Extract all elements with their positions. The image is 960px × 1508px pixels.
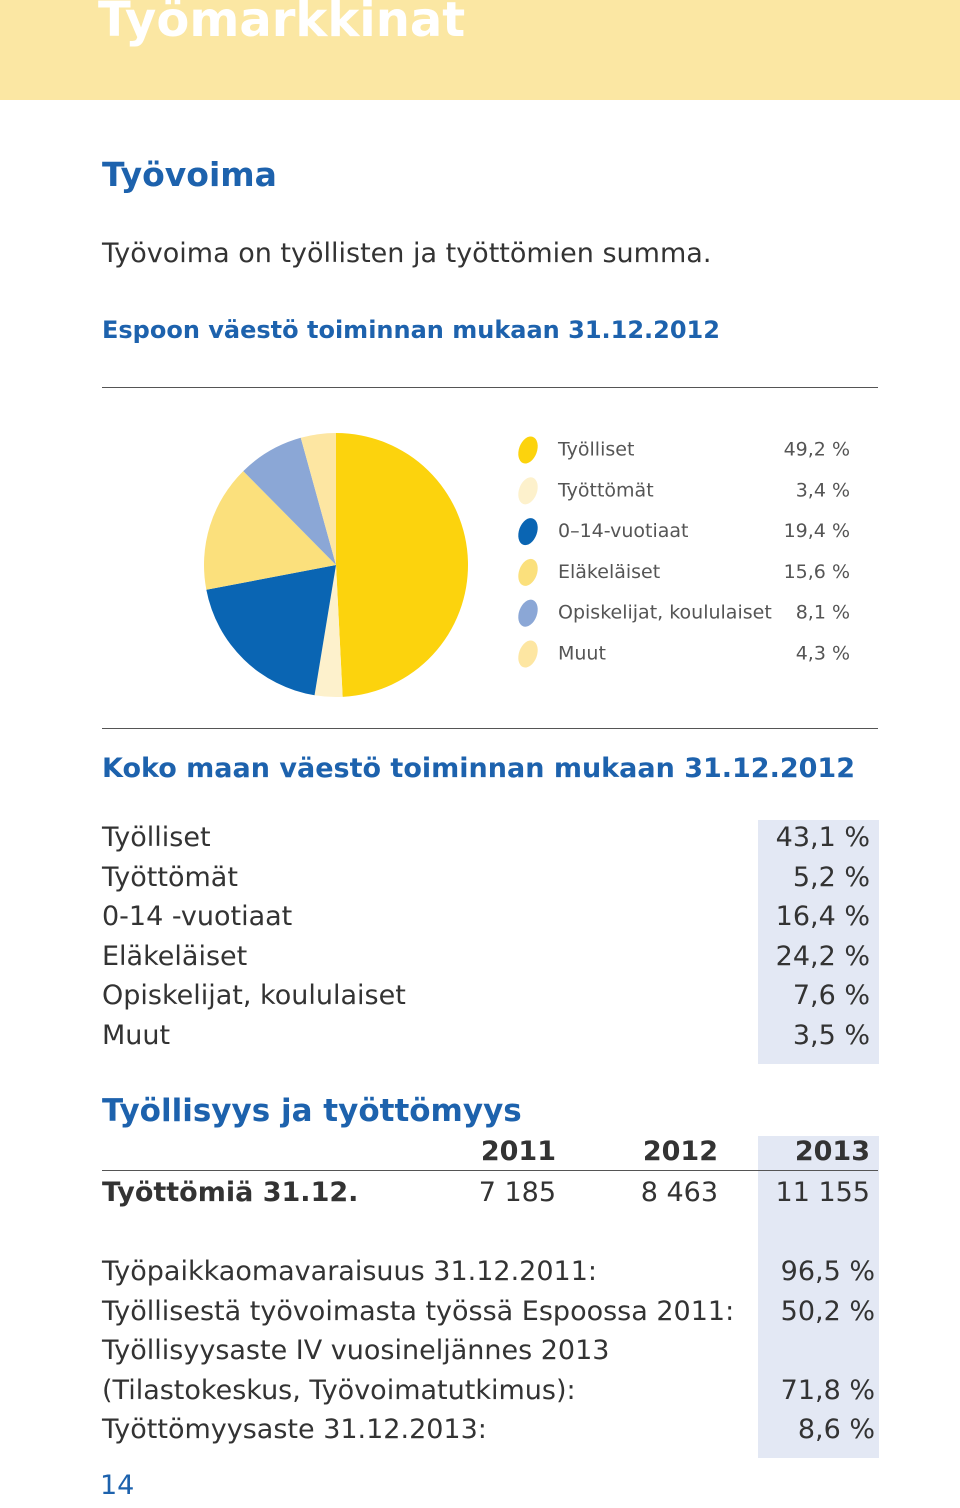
- stat-value: 8,6 %: [797, 1414, 875, 1445]
- legend-icon: [518, 436, 538, 464]
- row-value: 5,2 %: [792, 861, 870, 893]
- pie-chart: Työlliset 49,2 % Työttömät 3,4 % 0–14-vuotia…: [204, 433, 850, 697]
- row-value: 16,4 %: [775, 901, 870, 932]
- legend-icon: [518, 518, 538, 546]
- stat-label: Työllisestä työvoimasta työssä Espoossa …: [102, 1295, 735, 1327]
- legend-label: Työlliset: [557, 439, 634, 461]
- section-heading: Työvoima: [102, 155, 277, 194]
- value-label: 19,4 %: [784, 520, 850, 542]
- column-header: 2011: [480, 1136, 556, 1167]
- column-header: 2012: [642, 1136, 718, 1167]
- value-label: 8,1 %: [796, 602, 850, 624]
- rule: [102, 1170, 878, 1171]
- shade: [758, 1136, 879, 1458]
- legend-icon: [518, 640, 538, 668]
- value-label: 3,4 %: [796, 479, 850, 501]
- legend-label: Työttömät: [557, 479, 654, 501]
- row-label: Työttömiä 31.12.: [102, 1177, 359, 1208]
- pie-slice: [204, 471, 336, 590]
- legend-icon: [518, 477, 538, 505]
- value-label: 15,6 %: [784, 561, 850, 583]
- page-number: 14: [100, 1470, 135, 1501]
- legend-label: Muut: [558, 643, 606, 665]
- rule: [102, 387, 878, 388]
- row-label: Opiskelijat, koululaiset: [102, 980, 406, 1011]
- rule: [102, 728, 878, 729]
- value-label: 4,3 %: [796, 643, 850, 665]
- cell: 8 463: [640, 1177, 718, 1208]
- banner: [0, 0, 960, 100]
- pie-slice: [314, 565, 343, 697]
- shade: [758, 820, 879, 1064]
- legend-label: 0–14-vuotiaat: [558, 520, 689, 542]
- cell: 11 155: [775, 1177, 870, 1208]
- row-label: Eläkeläiset: [102, 940, 248, 972]
- value-label: 49,2 %: [784, 439, 850, 461]
- row-value: 3,5 %: [792, 1019, 870, 1051]
- pie-slice: [206, 565, 336, 696]
- pie-slice: [300, 433, 336, 565]
- row-label: Työlliset: [102, 822, 211, 853]
- stat-label: Työllisyysaste IV vuosineljännes 2013: [102, 1335, 610, 1366]
- row-label: Muut: [102, 1019, 171, 1051]
- legend-label: Opiskelijat, koululaiset: [558, 602, 772, 624]
- stat-label: Työttömyysaste 31.12.2013:: [102, 1414, 487, 1445]
- stat-label: (Tilastokeskus, Työvoimatutkimus):: [102, 1374, 576, 1406]
- national-title: Koko maan väestö toiminnan mukaan 31.12.…: [102, 753, 855, 784]
- section-text: Työvoima on työllisten ja työttömien sum…: [102, 238, 712, 269]
- stat-value: 71,8 %: [780, 1374, 875, 1406]
- column-header: 2013: [794, 1136, 870, 1167]
- pie-slice: [336, 433, 469, 697]
- row-value: 43,1 %: [775, 822, 870, 853]
- row-label: Työttömät: [102, 861, 238, 893]
- employment-heading: Työllisyys ja työttömyys: [102, 1093, 522, 1129]
- cell: 7 185: [478, 1177, 556, 1208]
- stat-value: 50,2 %: [780, 1295, 875, 1327]
- stat-value: 96,5 %: [780, 1256, 875, 1287]
- page-title: Työmarkkinat: [98, 0, 466, 48]
- stat-label: Työpaikkaomavaraisuus 31.12.2011:: [102, 1256, 597, 1287]
- row-label: 0-14 -vuotiaat: [102, 901, 293, 932]
- legend-label: Eläkeläiset: [558, 561, 660, 583]
- legend-icon: [518, 558, 538, 586]
- row-value: 7,6 %: [792, 980, 870, 1011]
- legend-icon: [518, 599, 538, 627]
- pie-slice: [243, 437, 336, 565]
- chart-title: Espoon väestö toiminnan mukaan 31.12.201…: [102, 316, 720, 344]
- row-value: 24,2 %: [775, 940, 870, 972]
